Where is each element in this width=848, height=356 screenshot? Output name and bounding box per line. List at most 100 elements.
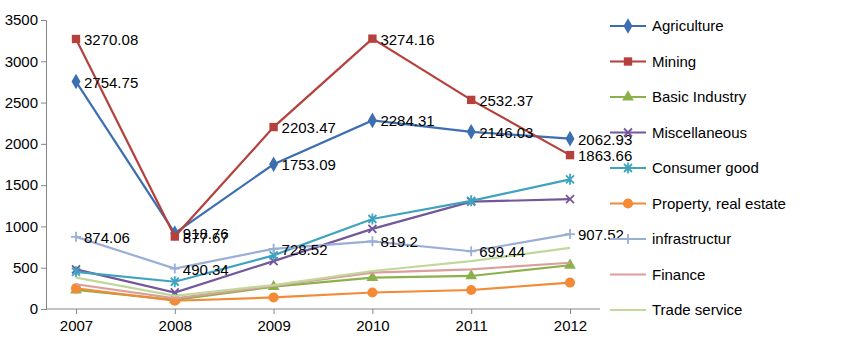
data-label: 819.2 [380, 233, 418, 250]
legend-item: Finance [610, 266, 705, 283]
point-marker [269, 244, 279, 254]
legend-marker [624, 57, 632, 65]
legend-label: Trade service [652, 301, 742, 318]
point-marker [72, 35, 80, 43]
y-tick: 2000 [5, 135, 46, 152]
x-tick-label: 2009 [257, 317, 290, 334]
series-line [76, 263, 570, 299]
legend-swatch [610, 309, 646, 311]
y-tick-mark [41, 144, 46, 145]
y-tick-mark [41, 226, 46, 227]
point-marker [466, 285, 476, 295]
legend-item: Basic Industry [610, 88, 747, 105]
legend-label: Consumer good [652, 159, 759, 176]
point-marker [466, 246, 476, 256]
data-label: 3274.16 [380, 31, 434, 48]
legend-item: Mining [610, 53, 696, 70]
point-marker [269, 123, 277, 131]
legend-swatch [610, 273, 646, 275]
y-tick-label: 1000 [5, 218, 38, 235]
legend-marker [623, 234, 633, 244]
point-marker [72, 266, 80, 277]
series-line [76, 39, 570, 237]
x-tick: 2008 [159, 309, 192, 334]
data-label: 490.34 [183, 261, 229, 278]
data-label: 2203.47 [282, 119, 336, 136]
legend-label: Miscellaneous [652, 124, 747, 141]
series-line [76, 234, 570, 268]
y-tick-mark [41, 103, 46, 104]
y-tick-label: 1500 [5, 176, 38, 193]
x-tick-mark [76, 309, 77, 314]
plot-area [70, 34, 576, 305]
data-labels: 2754.75918.761753.092284.312146.032062.9… [84, 31, 632, 278]
x-tick-mark [471, 309, 472, 314]
y-tick-label: 500 [13, 259, 38, 276]
point-marker [367, 287, 377, 297]
x-tick: 2011 [456, 309, 488, 334]
point-marker [269, 156, 278, 172]
data-label: 907.52 [578, 226, 624, 243]
y-tick-mark [41, 309, 46, 310]
y-tick-label: 2500 [5, 94, 38, 111]
data-label: 2146.03 [479, 124, 533, 141]
y-tick-label: 3000 [5, 53, 38, 70]
x-tick-mark [175, 309, 176, 314]
x-tick-mark [274, 309, 275, 314]
point-marker [368, 213, 376, 224]
x-tick-label: 2011 [456, 317, 488, 334]
legend-marker [624, 18, 633, 34]
y-tick: 2500 [5, 94, 46, 111]
x-tick-mark [570, 309, 571, 314]
point-marker [565, 278, 575, 288]
y-tick: 500 [13, 259, 46, 276]
data-label: 2754.75 [84, 74, 138, 91]
point-marker [465, 269, 477, 279]
y-tick-label: 3500 [5, 11, 38, 28]
data-label: 699.44 [479, 243, 525, 260]
x-tick-mark [372, 309, 373, 314]
y-tick-mark [41, 61, 46, 62]
x-axis-line [46, 309, 600, 310]
x-tick: 2009 [257, 309, 290, 334]
point-marker [72, 74, 81, 90]
y-tick: 1000 [5, 218, 46, 235]
y-tick-mark [41, 268, 46, 269]
point-marker [269, 292, 279, 302]
series-line [76, 82, 570, 234]
x-tick-label: 2008 [159, 317, 192, 334]
legend-label: infrastructur [652, 230, 731, 247]
y-axis: 0500100015002000250030003500 [5, 11, 47, 317]
point-marker [566, 131, 575, 147]
point-marker [171, 232, 179, 240]
point-marker [367, 236, 377, 246]
data-label: 728.52 [282, 241, 328, 258]
legend-item: Property, real estate [610, 195, 786, 212]
y-tick: 3000 [5, 53, 46, 70]
legend-label: Property, real estate [652, 195, 786, 212]
x-axis: 2007 2008 2009 2010 2011 2012 [46, 309, 600, 334]
legend-item: Trade service [610, 301, 742, 318]
point-marker [170, 225, 179, 241]
data-label: 3270.08 [84, 31, 138, 48]
point-marker [467, 195, 475, 206]
legend-item: Agriculture [610, 17, 724, 34]
y-tick: 3500 [5, 11, 46, 28]
legend-marker [622, 90, 634, 100]
legend-item: Consumer good [610, 159, 759, 176]
series-line [76, 179, 570, 281]
x-tick: 2007 [60, 309, 93, 334]
y-tick: 1500 [5, 176, 46, 193]
y-tick-mark [41, 185, 46, 186]
data-label: 877.67 [183, 229, 229, 246]
legend-label: Finance [652, 266, 705, 283]
legend-item: infrastructur [610, 230, 731, 247]
data-label: 2532.37 [479, 92, 533, 109]
point-marker [566, 174, 574, 185]
legend-marker [623, 198, 633, 208]
legend-label: Basic Industry [652, 88, 747, 105]
x-tick: 2012 [554, 309, 587, 334]
x-tick-label: 2012 [554, 317, 587, 334]
point-marker [368, 113, 377, 129]
x-tick-label: 2010 [356, 317, 389, 334]
